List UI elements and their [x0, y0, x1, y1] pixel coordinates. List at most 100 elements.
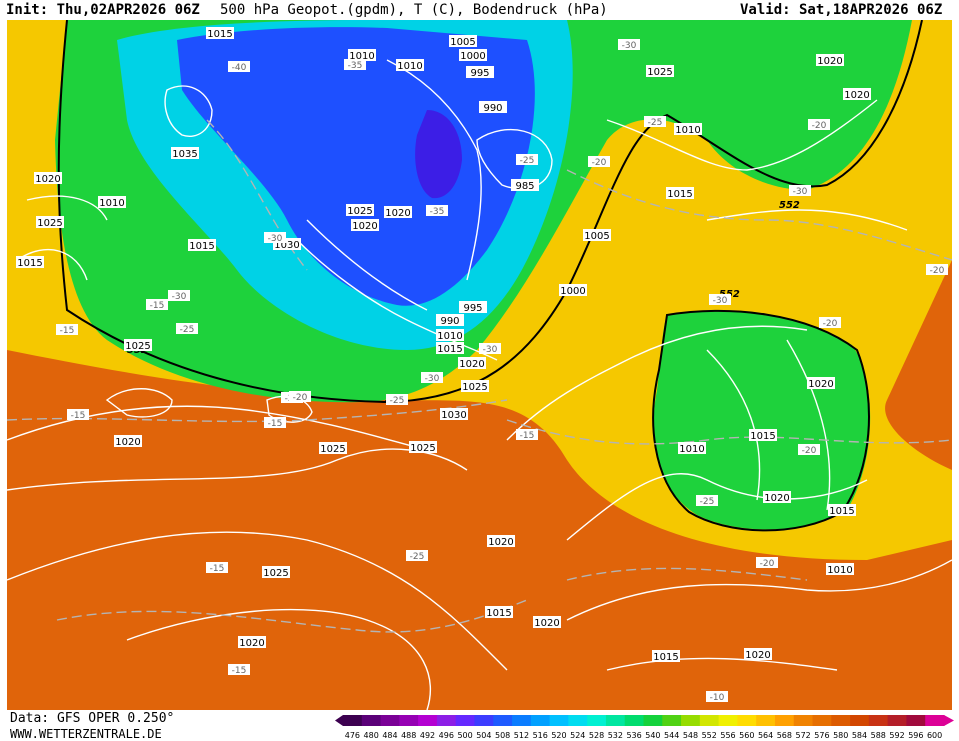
temperature-label: -30	[622, 41, 637, 51]
pressure-label: 1020	[115, 437, 140, 448]
legend-swatch	[681, 715, 701, 726]
legend-label: 492	[420, 731, 435, 740]
pressure-labels: 1015 1010 1010 1005 1000 995 990 985 1025 1020 102…	[16, 27, 871, 663]
pressure-label: 1015	[437, 344, 462, 355]
field-blue-core	[177, 27, 535, 306]
temperature-label: -35	[348, 61, 363, 71]
legend-swatch	[925, 715, 945, 726]
pressure-label: 1010	[349, 51, 374, 62]
website: WWW.WETTERZENTRALE.DE	[10, 727, 162, 741]
pressure-label: 1015	[653, 652, 678, 663]
pressure-label-box	[479, 101, 507, 113]
temperature-label: -25	[180, 325, 195, 335]
legend-label: 548	[683, 731, 698, 740]
temperature-label-box	[289, 391, 311, 402]
legend-label: 592	[889, 731, 904, 740]
pressure-label-box	[749, 429, 777, 441]
pressure-label-box	[348, 49, 376, 61]
temperature-label-box	[479, 343, 501, 354]
pressure-label: 1020	[459, 359, 484, 370]
pressure-label: 1005	[450, 37, 475, 48]
legend-swatch	[493, 715, 513, 726]
pressure-label: 1000	[460, 51, 485, 62]
geopotential-label: 552	[779, 200, 800, 211]
pressure-label-box	[646, 65, 674, 77]
pressure-label: 1020	[808, 379, 833, 390]
temperature-label-box	[516, 154, 538, 165]
temperature-label: -20	[812, 121, 827, 131]
legend-label: 480	[364, 731, 379, 740]
legend-label: 544	[664, 731, 679, 740]
legend-label: 596	[908, 731, 923, 740]
pressure-label: 1010	[675, 125, 700, 136]
pressure-label: 1020	[488, 537, 513, 548]
pressure-label-box	[533, 616, 561, 628]
legend-swatch	[455, 715, 475, 726]
temperature-label: -20	[823, 319, 838, 329]
temperature-label-box	[789, 185, 811, 196]
legend-swatch	[380, 715, 400, 726]
pressure-label: 1015	[17, 258, 42, 269]
pressure-label-box	[487, 535, 515, 547]
legend-swatch	[850, 715, 870, 726]
pressure-label-box	[485, 606, 513, 618]
field-green-east	[653, 310, 871, 530]
temperature-label: -40	[232, 63, 247, 73]
temperature-label-box	[264, 417, 286, 428]
temperature-label: -20	[802, 446, 817, 456]
legend-swatch	[587, 715, 607, 726]
temperature-label: -25	[520, 156, 535, 166]
pressure-label: 990	[440, 316, 459, 327]
color-legend: 476 480 484 488 492 496 500 504 508 512 516 520 524 5…	[335, 715, 954, 740]
pressure-label: 1010	[827, 565, 852, 576]
pressure-label: 985	[515, 181, 534, 192]
pressure-label-box	[459, 301, 487, 313]
temperature-label-box	[618, 39, 640, 50]
pressure-label: 1020	[35, 174, 60, 185]
pressure-label: 1015	[750, 431, 775, 442]
legend-label: 576	[814, 731, 829, 740]
legend-label: 488	[401, 731, 416, 740]
legend-swatch	[756, 715, 776, 726]
pressure-label-box	[36, 216, 64, 228]
temperature-label-box	[344, 59, 366, 70]
pressure-label-box	[188, 239, 216, 251]
legend-swatch	[887, 715, 907, 726]
pressure-label: 1025	[462, 382, 487, 393]
temperature-label-box	[798, 444, 820, 455]
temperature-label-box	[264, 232, 286, 243]
temperature-label-box	[516, 429, 538, 440]
valid-time: Valid: Sat,18APR2026 06Z	[740, 2, 943, 18]
data-source: Data: GFS OPER 0.250°	[10, 711, 175, 726]
pressure-label: 990	[483, 103, 502, 114]
pressure-label-box	[346, 204, 374, 216]
legend-swatch	[512, 715, 532, 726]
legend-swatch	[343, 715, 363, 726]
legend-swatch	[906, 715, 926, 726]
pressure-label: 1025	[347, 206, 372, 217]
legend-swatch	[718, 715, 738, 726]
pressure-label: 1010	[679, 444, 704, 455]
pressure-label: 1025	[37, 218, 62, 229]
temperature-label-box	[426, 205, 448, 216]
legend-label: 584	[852, 731, 867, 740]
legend-label: 600	[927, 731, 942, 740]
pressure-label: 1025	[320, 444, 345, 455]
legend-label: 508	[495, 731, 510, 740]
legend-label: 580	[833, 731, 848, 740]
legend-label: 476	[345, 731, 360, 740]
legend-label: 504	[476, 731, 491, 740]
field-deep-core	[415, 110, 462, 199]
legend-swatch	[624, 715, 644, 726]
legend-label: 568	[777, 731, 792, 740]
temperature-label: -15	[520, 431, 535, 441]
temperature-label: -15	[150, 301, 165, 311]
temperature-label-box	[588, 156, 610, 167]
pressure-label: 1020	[385, 208, 410, 219]
pressure-label: 1025	[263, 568, 288, 579]
legend-swatch	[399, 715, 419, 726]
pressure-label-box	[583, 229, 611, 241]
temperature-label: -25	[648, 118, 663, 128]
temperature-label: -10	[710, 693, 725, 703]
pressure-label-box	[262, 566, 290, 578]
